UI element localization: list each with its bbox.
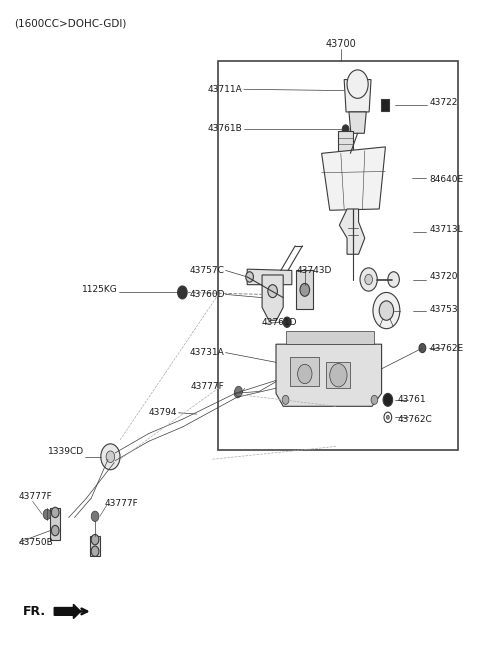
Polygon shape: [50, 508, 60, 540]
Polygon shape: [349, 112, 366, 133]
Bar: [290, 357, 319, 386]
Text: 43720: 43720: [430, 272, 458, 281]
Text: 43761B: 43761B: [208, 124, 242, 133]
Polygon shape: [344, 80, 371, 112]
Circle shape: [300, 283, 310, 296]
Polygon shape: [262, 275, 283, 320]
Circle shape: [234, 389, 241, 398]
Circle shape: [51, 507, 59, 518]
Text: 1125KG: 1125KG: [82, 285, 118, 294]
Text: 43700: 43700: [325, 39, 356, 49]
Text: 43757C: 43757C: [190, 266, 225, 275]
Polygon shape: [338, 131, 353, 154]
Circle shape: [383, 393, 393, 406]
Circle shape: [178, 286, 187, 299]
Circle shape: [342, 125, 349, 134]
Circle shape: [386, 415, 389, 419]
Circle shape: [371, 395, 378, 404]
Text: 43711A: 43711A: [208, 85, 242, 94]
Text: 43762E: 43762E: [430, 344, 464, 353]
Bar: [326, 362, 350, 388]
Text: (1600CC>DOHC-GDI): (1600CC>DOHC-GDI): [14, 18, 127, 28]
Text: 43760D: 43760D: [189, 290, 225, 299]
Circle shape: [282, 395, 289, 404]
Circle shape: [246, 272, 253, 282]
Circle shape: [101, 444, 120, 470]
Circle shape: [347, 70, 368, 98]
Text: 43743D: 43743D: [297, 266, 332, 275]
Polygon shape: [296, 270, 313, 309]
Circle shape: [91, 546, 99, 556]
Text: 43761D: 43761D: [262, 318, 297, 327]
Text: 84640E: 84640E: [430, 175, 464, 184]
Bar: [286, 331, 374, 344]
Polygon shape: [90, 536, 100, 556]
Text: 43753: 43753: [430, 305, 458, 314]
Polygon shape: [322, 147, 385, 210]
Text: 43762C: 43762C: [397, 415, 432, 424]
Circle shape: [365, 274, 372, 285]
Circle shape: [298, 364, 312, 384]
Text: 43750B: 43750B: [18, 538, 53, 547]
Text: 43722: 43722: [430, 98, 458, 107]
Text: 43777F: 43777F: [18, 492, 52, 501]
Circle shape: [330, 364, 347, 387]
Text: 43777F: 43777F: [191, 382, 225, 391]
Circle shape: [388, 272, 399, 287]
Circle shape: [360, 268, 377, 291]
Circle shape: [268, 285, 277, 298]
Circle shape: [51, 525, 59, 536]
Circle shape: [91, 511, 99, 521]
Text: 43731A: 43731A: [190, 348, 225, 357]
Text: 43794: 43794: [148, 408, 177, 417]
Polygon shape: [247, 269, 292, 285]
Circle shape: [373, 292, 400, 329]
Circle shape: [43, 509, 51, 520]
Polygon shape: [339, 209, 365, 254]
Circle shape: [379, 301, 394, 320]
Circle shape: [419, 344, 426, 353]
Bar: [218, 61, 458, 450]
Circle shape: [106, 451, 115, 463]
Circle shape: [283, 317, 291, 327]
Text: 43777F: 43777F: [105, 499, 138, 508]
Circle shape: [91, 534, 99, 545]
Text: FR.: FR.: [23, 605, 46, 618]
Text: 43761: 43761: [397, 395, 426, 404]
Bar: [381, 99, 389, 111]
Polygon shape: [276, 344, 382, 406]
FancyArrow shape: [54, 604, 81, 619]
Text: 1339CD: 1339CD: [48, 447, 84, 456]
Text: 43713L: 43713L: [430, 225, 463, 234]
Circle shape: [235, 386, 242, 397]
